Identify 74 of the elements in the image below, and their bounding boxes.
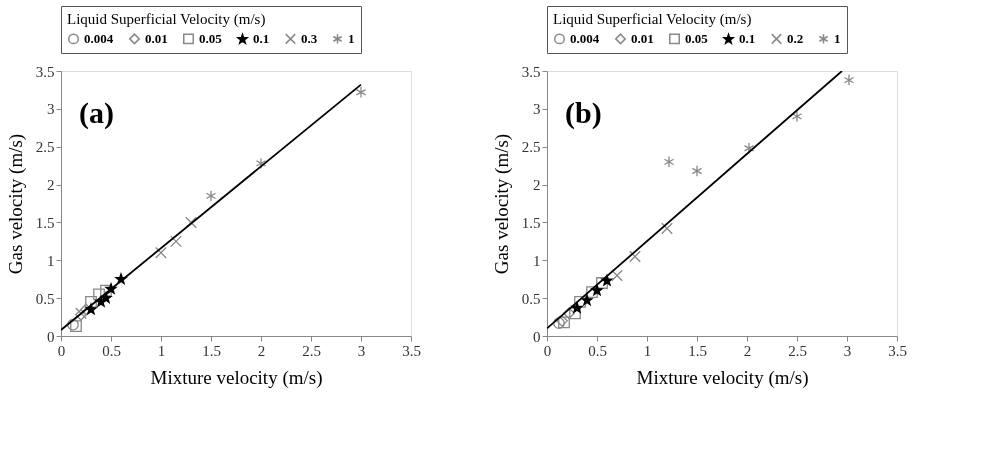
- point: [663, 155, 675, 168]
- x-tick-label: 3.5: [402, 342, 421, 359]
- point: [601, 274, 613, 286]
- y-axis-title: Gas velocity (m/s): [4, 133, 27, 275]
- point: [185, 216, 197, 229]
- x-tick-label: 2.5: [302, 342, 321, 359]
- legend-title: Liquid Superficial Velocity (m/s): [553, 11, 752, 28]
- y-tick-label: 3: [47, 101, 55, 118]
- y-tick-label: 0: [47, 328, 55, 345]
- point: [574, 296, 586, 308]
- y-tick-label: 2: [47, 177, 55, 194]
- x-tick-label: 0.5: [588, 342, 607, 359]
- y-tick-label: 1.5: [521, 214, 541, 231]
- legend-label: 0.01: [631, 30, 654, 46]
- x-tick-label: 1: [157, 342, 166, 359]
- point: [843, 74, 855, 86]
- point: [611, 269, 623, 282]
- y-tick-label: 0: [533, 328, 541, 345]
- legend-label: 0.3: [301, 30, 318, 46]
- y-axis-title: Gas velocity (m/s): [490, 133, 513, 275]
- x-tick-label: 3: [357, 342, 366, 359]
- point: [255, 157, 267, 170]
- point: [591, 284, 603, 296]
- legend-label: 1: [348, 30, 355, 46]
- x-tick-label: 3.5: [888, 342, 907, 359]
- y-tick-label: 1: [47, 252, 55, 269]
- point: [205, 190, 217, 202]
- x-tick-label: 1.5: [688, 342, 707, 359]
- x-tick-label: 2: [257, 342, 266, 359]
- legend-label: 0.1: [739, 31, 756, 47]
- point: [661, 222, 673, 235]
- y-tick-label: 3.5: [35, 63, 55, 80]
- y-tick-label: 0.5: [521, 290, 541, 307]
- annotation: (a): [79, 96, 114, 130]
- x-tick-label: 1.5: [202, 342, 221, 359]
- x-tick-label: 0.5: [102, 342, 121, 359]
- point: [355, 86, 367, 99]
- point: [596, 277, 608, 289]
- y-tick-label: 2: [533, 177, 541, 194]
- x-axis-title: Mixture velocity (m/s): [150, 366, 323, 389]
- legend-title: Liquid Superficial Velocity (m/s): [67, 11, 266, 28]
- y-tick-label: 0.5: [35, 290, 55, 307]
- legend-label: 0.05: [199, 30, 223, 46]
- point: [691, 165, 703, 177]
- annotation: (b): [565, 96, 602, 130]
- point: [791, 110, 803, 123]
- legend-label: 0.004: [570, 30, 600, 46]
- point: [100, 284, 112, 297]
- legend-label: 1: [834, 30, 841, 46]
- y-tick-label: 3.5: [521, 63, 541, 80]
- x-axis-title: Mixture velocity (m/s): [636, 366, 809, 389]
- point: [170, 235, 182, 248]
- legend-label: 0.05: [685, 30, 709, 46]
- point: [571, 302, 583, 313]
- point: [586, 286, 598, 298]
- legend-label: 0.1: [253, 31, 270, 47]
- point: [93, 288, 105, 301]
- point: [155, 246, 167, 259]
- legend-label: 0.2: [787, 30, 804, 46]
- y-tick-label: 2.5: [35, 139, 55, 156]
- y-tick-label: 3: [533, 101, 541, 118]
- point: [569, 307, 581, 320]
- x-tick-label: 3: [843, 342, 852, 359]
- y-tick-label: 2.5: [521, 139, 541, 156]
- y-tick-label: 1.5: [35, 214, 55, 231]
- x-tick-label: 2: [743, 342, 752, 359]
- legend-label: 0.01: [145, 30, 168, 46]
- x-tick-label: 2.5: [788, 342, 807, 359]
- y-tick-label: 1: [533, 252, 541, 269]
- point: [85, 296, 97, 308]
- point: [629, 250, 641, 263]
- legend-label: 0.004: [84, 30, 114, 46]
- x-tick-label: 1: [643, 342, 652, 359]
- point: [581, 294, 593, 306]
